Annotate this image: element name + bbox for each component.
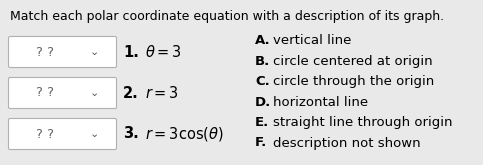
Text: circle through the origin: circle through the origin — [273, 75, 434, 88]
Text: Match each polar coordinate equation with a description of its graph.: Match each polar coordinate equation wit… — [10, 10, 444, 23]
Text: ⌄: ⌄ — [89, 47, 99, 57]
Text: ? ?: ? ? — [36, 46, 54, 59]
Text: straight line through origin: straight line through origin — [273, 116, 453, 129]
Text: 3.: 3. — [123, 127, 139, 142]
Text: ? ?: ? ? — [36, 86, 54, 99]
Text: 2.: 2. — [123, 85, 139, 100]
Text: description not shown: description not shown — [273, 136, 421, 149]
Text: ⌄: ⌄ — [89, 88, 99, 98]
Text: B.: B. — [255, 54, 270, 67]
Text: horizontal line: horizontal line — [273, 96, 368, 109]
Text: ? ?: ? ? — [36, 128, 54, 141]
FancyBboxPatch shape — [9, 78, 116, 109]
Text: $r = 3$: $r = 3$ — [145, 85, 179, 101]
Text: E.: E. — [255, 116, 269, 129]
Text: circle centered at origin: circle centered at origin — [273, 54, 433, 67]
Text: F.: F. — [255, 136, 267, 149]
Text: $r = 3\cos(\theta)$: $r = 3\cos(\theta)$ — [145, 125, 224, 143]
Text: 1.: 1. — [123, 45, 139, 60]
FancyBboxPatch shape — [9, 36, 116, 67]
Text: D.: D. — [255, 96, 271, 109]
Text: vertical line: vertical line — [273, 34, 351, 47]
FancyBboxPatch shape — [9, 118, 116, 149]
Text: $\theta = 3$: $\theta = 3$ — [145, 44, 182, 60]
Text: A.: A. — [255, 34, 270, 47]
Text: ⌄: ⌄ — [89, 129, 99, 139]
Text: C.: C. — [255, 75, 270, 88]
